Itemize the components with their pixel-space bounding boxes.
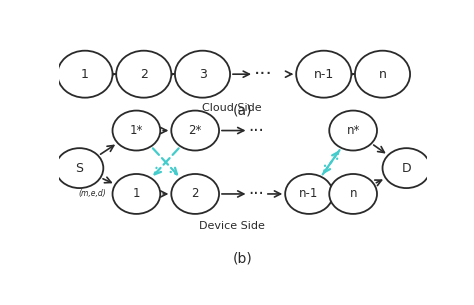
Text: 1: 1 [133,188,140,200]
Ellipse shape [112,174,160,214]
Ellipse shape [55,148,103,188]
Ellipse shape [355,51,410,98]
Ellipse shape [383,148,430,188]
Text: 3: 3 [199,68,207,81]
Ellipse shape [329,111,377,150]
Text: n*: n* [346,124,360,137]
Ellipse shape [171,111,219,150]
Text: (m,e,d): (m,e,d) [78,189,106,198]
Text: (a): (a) [233,104,253,118]
Ellipse shape [175,51,230,98]
Text: (b): (b) [233,252,253,266]
Text: ···: ··· [254,65,273,84]
Text: 1*: 1* [130,124,143,137]
Text: Cloud Side: Cloud Side [202,103,262,113]
Text: 1: 1 [81,68,89,81]
Text: 2: 2 [191,188,199,200]
Text: D: D [401,162,411,175]
Ellipse shape [57,51,112,98]
Ellipse shape [329,174,377,214]
Text: S: S [75,162,83,175]
Text: ···: ··· [248,121,264,140]
Text: n-1: n-1 [300,188,319,200]
Ellipse shape [116,51,171,98]
Text: 2*: 2* [189,124,202,137]
Ellipse shape [285,174,333,214]
Ellipse shape [171,174,219,214]
Ellipse shape [112,111,160,150]
Text: n: n [379,68,386,81]
Ellipse shape [296,51,351,98]
Text: 2: 2 [140,68,148,81]
Text: ···: ··· [248,185,264,203]
Text: n-1: n-1 [314,68,334,81]
Text: Device Side: Device Side [199,221,265,231]
Text: n: n [349,188,357,200]
